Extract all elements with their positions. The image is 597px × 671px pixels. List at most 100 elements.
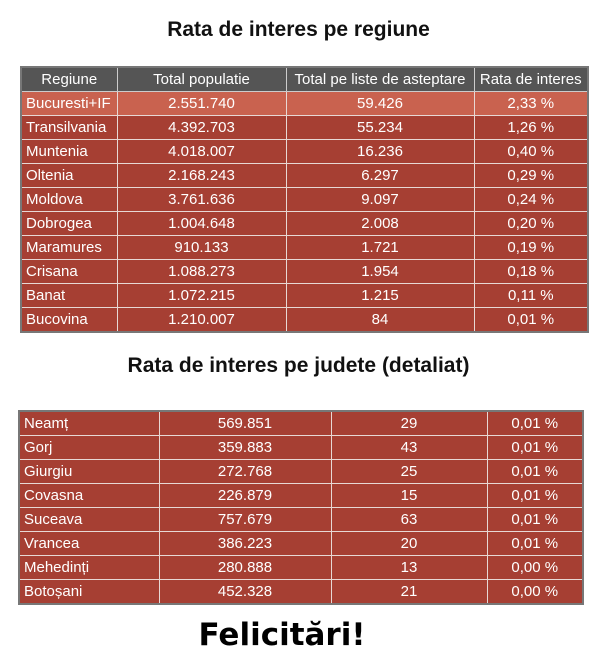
cell: 2.008: [285, 211, 475, 236]
header-cell: Total pe liste de asteptare: [285, 66, 475, 92]
cell: Neamț: [18, 410, 160, 436]
cell: 757.679: [158, 507, 332, 532]
cell: 16.236: [285, 139, 475, 164]
cell: 0,24 %: [473, 187, 589, 212]
row: Mehedinți 280.888 13 0,00 %: [18, 555, 584, 580]
row: Bucuresti+IF 2.551.740 59.426 2,33 %: [20, 91, 589, 116]
cell: 84: [285, 307, 475, 333]
cell: 0,01 %: [486, 410, 584, 436]
cell: 0,01 %: [486, 459, 584, 484]
cell: 0,01 %: [486, 483, 584, 508]
row: Giurgiu 272.768 25 0,01 %: [18, 459, 584, 484]
cell: 0,01 %: [473, 307, 589, 333]
cell: 2.551.740: [116, 91, 287, 116]
cell: 0,20 %: [473, 211, 589, 236]
cell: 29: [330, 410, 488, 436]
cell: 2,33 %: [473, 91, 589, 116]
cell: 55.234: [285, 115, 475, 140]
cell: 0,29 %: [473, 163, 589, 188]
cell: 1.072.215: [116, 283, 287, 308]
cell: Crisana: [20, 259, 118, 284]
cell: 3.761.636: [116, 187, 287, 212]
cell: 0,18 %: [473, 259, 589, 284]
regions-table: Regiune Total populatie Total pe liste de …: [20, 66, 589, 333]
cell: Botoșani: [18, 579, 160, 605]
cell: Giurgiu: [18, 459, 160, 484]
cell: Maramures: [20, 235, 118, 260]
title: Rata de interes pe regiune: [167, 18, 430, 41]
cell: 0,00 %: [486, 555, 584, 580]
cell: 272.768: [158, 459, 332, 484]
cell: 21: [330, 579, 488, 605]
cell: 1.215: [285, 283, 475, 308]
cell: 20: [330, 531, 488, 556]
cell: Bucovina: [20, 307, 118, 333]
cell: Oltenia: [20, 163, 118, 188]
cell: 4.018.007: [116, 139, 287, 164]
cell: 569.851: [158, 410, 332, 436]
cell: 9.097: [285, 187, 475, 212]
row: Neamț 569.851 29 0,01 %: [18, 410, 584, 436]
header-cell: Regiune: [20, 66, 118, 92]
cell: 359.883: [158, 435, 332, 460]
cell: 0,01 %: [486, 507, 584, 532]
cell: 0,01 %: [486, 435, 584, 460]
cell: 0,11 %: [473, 283, 589, 308]
cell: Suceava: [18, 507, 160, 532]
cell: 280.888: [158, 555, 332, 580]
cell: 4.392.703: [116, 115, 287, 140]
cell: 1.004.648: [116, 211, 287, 236]
cell: Mehedinți: [18, 555, 160, 580]
cell: 386.223: [158, 531, 332, 556]
cell: 1.954: [285, 259, 475, 284]
footer: Felicitări!: [198, 617, 366, 653]
row: Suceava 757.679 63 0,01 %: [18, 507, 584, 532]
cell: 1.088.273: [116, 259, 287, 284]
cell: 1,26 %: [473, 115, 589, 140]
cell: 910.133: [116, 235, 287, 260]
row: Transilvania 4.392.703 55.234 1,26 %: [20, 115, 589, 140]
subtitle: Rata de interes pe judete (detaliat): [127, 354, 470, 377]
cell: 6.297: [285, 163, 475, 188]
header-cell: Rata de interes: [473, 66, 589, 92]
cell: 0,00 %: [486, 579, 584, 605]
header-cell: Total populatie: [116, 66, 287, 92]
row: Oltenia 2.168.243 6.297 0,29 %: [20, 163, 589, 188]
cell: Muntenia: [20, 139, 118, 164]
row: Dobrogea 1.004.648 2.008 0,20 %: [20, 211, 589, 236]
cell: Banat: [20, 283, 118, 308]
cell: Bucuresti+IF: [20, 91, 118, 116]
cell: Covasna: [18, 483, 160, 508]
cell: 452.328: [158, 579, 332, 605]
cell: 226.879: [158, 483, 332, 508]
cell: 25: [330, 459, 488, 484]
row: Banat 1.072.215 1.215 0,11 %: [20, 283, 589, 308]
cell: 15: [330, 483, 488, 508]
cell: 0,19 %: [473, 235, 589, 260]
row: Covasna 226.879 15 0,01 %: [18, 483, 584, 508]
cell: 43: [330, 435, 488, 460]
cell: 13: [330, 555, 488, 580]
counties-table: Neamț 569.851 29 0,01 % Gorj 359.883 43 0,01 % G…: [18, 410, 584, 605]
row: Maramures 910.133 1.721 0,19 %: [20, 235, 589, 260]
row: Muntenia 4.018.007 16.236 0,40 %: [20, 139, 589, 164]
row: Vrancea 386.223 20 0,01 %: [18, 531, 584, 556]
cell: Vrancea: [18, 531, 160, 556]
cell: Transilvania: [20, 115, 118, 140]
row: Botoșani 452.328 21 0,00 %: [18, 579, 584, 605]
cell: Moldova: [20, 187, 118, 212]
header-row: Regiune Total populatie Total pe liste de …: [20, 66, 589, 92]
cell: 59.426: [285, 91, 475, 116]
cell: 1.210.007: [116, 307, 287, 333]
row: Moldova 3.761.636 9.097 0,24 %: [20, 187, 589, 212]
cell: 0,40 %: [473, 139, 589, 164]
row: Bucovina 1.210.007 84 0,01 %: [20, 307, 589, 333]
cell: Gorj: [18, 435, 160, 460]
cell: Dobrogea: [20, 211, 118, 236]
row: Crisana 1.088.273 1.954 0,18 %: [20, 259, 589, 284]
cell: 2.168.243: [116, 163, 287, 188]
row: Gorj 359.883 43 0,01 %: [18, 435, 584, 460]
cell: 1.721: [285, 235, 475, 260]
cell: 63: [330, 507, 488, 532]
